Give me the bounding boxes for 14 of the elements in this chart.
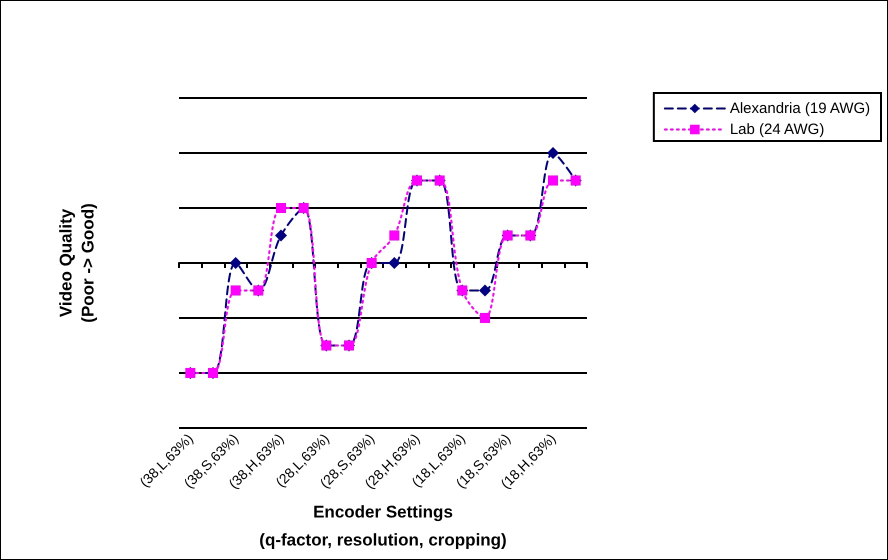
- point: [388, 256, 400, 269]
- point: [230, 256, 242, 269]
- point: [548, 175, 558, 186]
- legend-label: Lab (24 AWG): [730, 121, 824, 138]
- point: [276, 202, 286, 213]
- point: [230, 285, 241, 296]
- point: [275, 229, 287, 242]
- point: [479, 284, 491, 296]
- point: [389, 230, 400, 240]
- x-axis-title: Encoder Settings (q-factor, resolution, cropping): [259, 502, 507, 550]
- legend-label: Alexandria (19 AWG): [730, 100, 870, 117]
- y-axis-title: Video Quality (Poor -> Good): [56, 203, 98, 323]
- point: [480, 312, 490, 323]
- point: [547, 146, 559, 159]
